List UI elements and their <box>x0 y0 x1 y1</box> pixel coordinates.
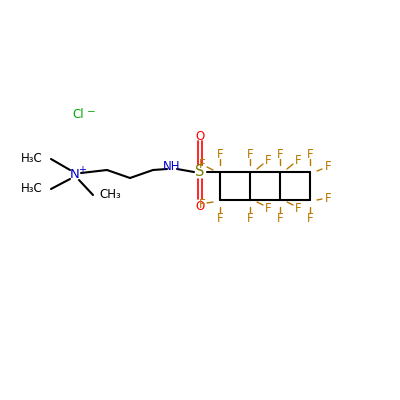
Text: F: F <box>217 148 223 160</box>
Text: F: F <box>325 160 331 174</box>
Text: F: F <box>247 148 253 160</box>
Text: +: + <box>78 165 86 175</box>
Text: −: − <box>87 107 96 117</box>
Text: F: F <box>217 212 223 224</box>
Text: F: F <box>277 148 283 160</box>
Text: CH₃: CH₃ <box>99 188 121 202</box>
Text: F: F <box>199 158 205 172</box>
Text: H₃C: H₃C <box>21 152 43 166</box>
Text: F: F <box>307 148 313 160</box>
Text: H₃C: H₃C <box>21 182 43 196</box>
Text: F: F <box>247 212 253 224</box>
Text: F: F <box>295 154 301 166</box>
Text: Cl: Cl <box>72 108 84 122</box>
Text: F: F <box>265 202 271 214</box>
Text: F: F <box>307 212 313 224</box>
Text: F: F <box>199 198 205 212</box>
Text: S: S <box>195 164 205 180</box>
Text: F: F <box>265 154 271 166</box>
Text: NH: NH <box>163 160 181 174</box>
Text: O: O <box>195 200 205 212</box>
Text: F: F <box>295 202 301 214</box>
Text: N: N <box>70 168 80 182</box>
Text: F: F <box>325 192 331 204</box>
Text: F: F <box>277 212 283 224</box>
Text: O: O <box>195 130 205 142</box>
